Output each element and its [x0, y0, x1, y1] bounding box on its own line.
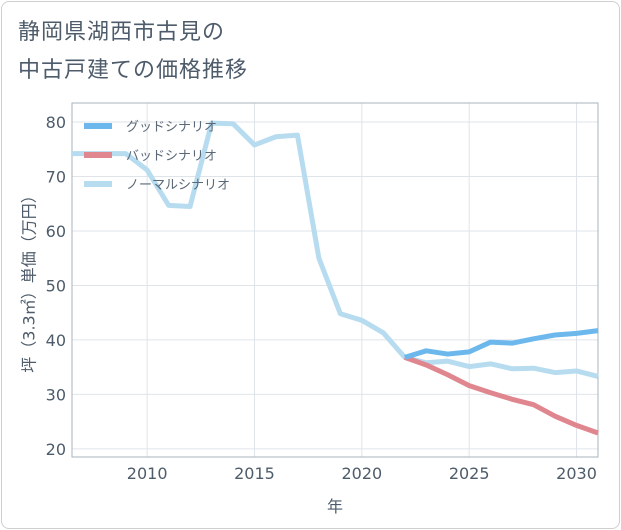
y-tick-label: 50: [46, 276, 66, 295]
legend-label: ノーマルシナリオ: [126, 178, 230, 193]
y-tick-label: 70: [46, 168, 66, 187]
y-tick-label: 40: [46, 331, 66, 350]
x-tick-label: 2025: [449, 464, 490, 483]
legend-label: グッドシナリオ: [126, 120, 217, 135]
title-line-1: 静岡県湖西市古見の: [18, 20, 226, 45]
plot-frame: [71, 102, 599, 458]
legend-label: バッドシナリオ: [126, 149, 217, 164]
series-line-good: [404, 328, 599, 360]
title-line-2: 中古戸建ての価格推移: [18, 58, 249, 83]
y-tick-label: 80: [46, 113, 66, 132]
x-tick-label: 2030: [556, 464, 597, 483]
chart-title: 静岡県湖西市古見の 中古戸建ての価格推移: [18, 14, 248, 90]
y-tick-label: 20: [46, 440, 66, 459]
series-lines: [72, 120, 599, 436]
x-tick-label: 2020: [341, 464, 382, 483]
y-axis-label: 坪（3.3㎡）単価（万円）: [20, 187, 39, 372]
x-tick-label: 2010: [127, 464, 168, 483]
series-line-normal: [72, 120, 599, 379]
grid-lines: [72, 103, 598, 457]
y-tick-label: 60: [46, 222, 66, 241]
y-tick-label: 30: [46, 385, 66, 404]
x-axis-label: 年: [327, 497, 343, 516]
series-line-bad: [403, 354, 599, 436]
x-tick-label: 2015: [234, 464, 275, 483]
